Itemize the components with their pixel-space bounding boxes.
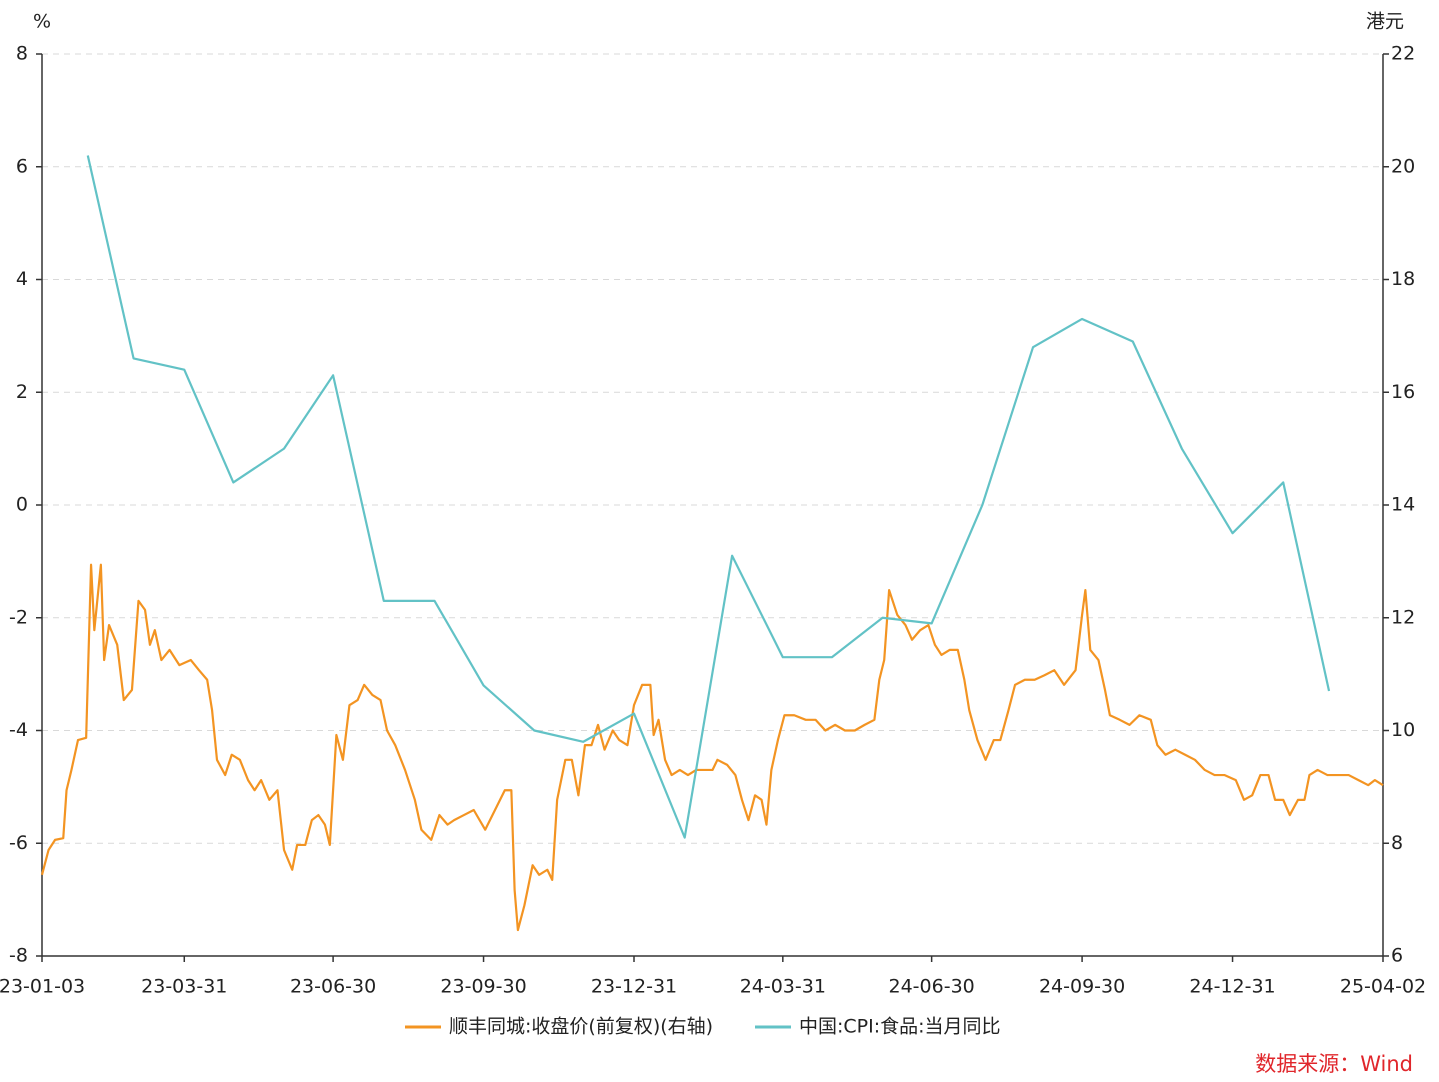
series-line [86, 155, 1331, 839]
x-tick-label: 24-06-30 [889, 976, 975, 998]
x-tick-label: 24-03-31 [740, 976, 826, 998]
y2-tick-label: 16 [1391, 381, 1415, 403]
y2-tick-label: 10 [1391, 719, 1415, 741]
y-tick-label: 8 [16, 43, 28, 65]
legend-label: 中国:CPI:食品:当月同比 [799, 1016, 1001, 1038]
y-tick-label: -8 [9, 945, 28, 967]
x-tick-label: 23-09-30 [440, 976, 526, 998]
series-line [40, 563, 1384, 932]
y-tick-label: -4 [9, 719, 28, 741]
legend-label: 顺丰同城:收盘价(前复权)(右轴) [449, 1016, 713, 1038]
x-tick-label: 25-04-02 [1340, 976, 1426, 998]
x-tick-label: 23-01-03 [0, 976, 85, 998]
y2-tick-label: 12 [1391, 606, 1415, 628]
x-tick-label: 23-12-31 [591, 976, 677, 998]
y-tick-label: -6 [9, 832, 28, 854]
y-tick-label: -2 [9, 606, 28, 628]
x-tick-label: 23-03-31 [141, 976, 227, 998]
y2-tick-label: 14 [1391, 494, 1415, 516]
y2-tick-label: 8 [1391, 832, 1403, 854]
x-tick-label: 24-12-31 [1189, 976, 1275, 998]
y2-tick-label: 22 [1391, 43, 1415, 65]
x-tick-label: 23-06-30 [290, 976, 376, 998]
y-tick-label: 2 [16, 381, 28, 403]
y2-tick-label: 20 [1391, 155, 1415, 177]
y2-tick-label: 18 [1391, 268, 1415, 290]
y-tick-label: 0 [16, 494, 28, 516]
y-axis-unit: % [33, 11, 51, 33]
source-note: 数据来源：Wind [1255, 1052, 1413, 1076]
y2-axis-unit: 港元 [1366, 11, 1404, 33]
y-tick-label: 4 [16, 268, 28, 290]
y2-tick-label: 6 [1391, 945, 1403, 967]
x-tick-label: 24-09-30 [1039, 976, 1125, 998]
y-tick-label: 6 [16, 155, 28, 177]
